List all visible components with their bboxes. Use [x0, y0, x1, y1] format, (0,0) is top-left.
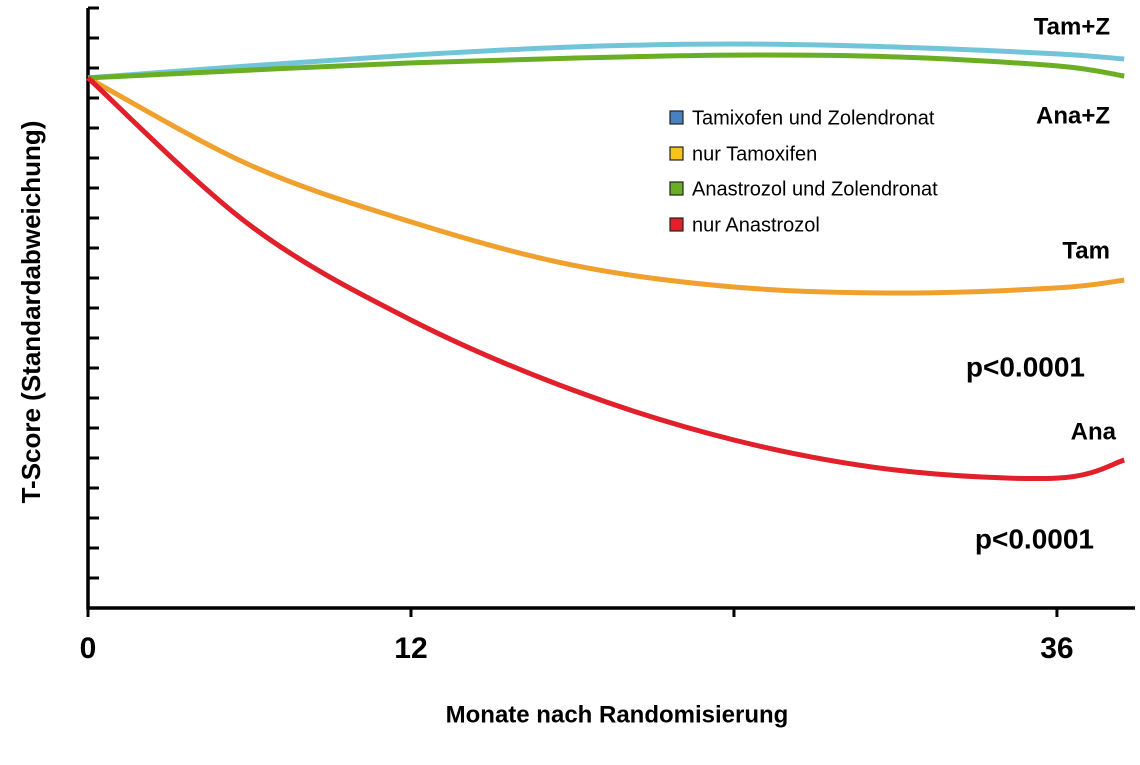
annotation: Tam	[1062, 237, 1110, 264]
annotation: p<0.0001	[975, 523, 1094, 554]
annotation: Ana	[1071, 418, 1117, 445]
annotation: Ana+Z	[1036, 102, 1110, 129]
line	[87, 41, 1125, 81]
legend-swatch	[669, 110, 684, 125]
x-tick-label: 0	[80, 632, 97, 665]
legend-label: nur Tamoxifen	[692, 143, 817, 165]
x-tick-label: 36	[1040, 632, 1073, 665]
line	[86, 75, 1125, 296]
legend-swatch	[669, 181, 684, 196]
x-axis-label: Monate nach Randomisierung	[446, 701, 789, 728]
legend-label: Tamixofen und Zolendronat	[692, 107, 935, 129]
legend-label: nur Anastrozol	[692, 214, 820, 236]
y-axis-label: T-Score (Standardabweichung)	[16, 121, 46, 504]
legend-swatch	[669, 217, 684, 232]
annotation: p<0.0001	[966, 351, 1085, 382]
legend-label: Anastrozol und Zolendronat	[692, 178, 938, 200]
x-tick-label: 12	[394, 632, 427, 665]
line	[87, 52, 1125, 81]
legend-swatch	[669, 146, 684, 161]
line	[86, 76, 1125, 482]
annotation: Tam+Z	[1034, 13, 1110, 40]
